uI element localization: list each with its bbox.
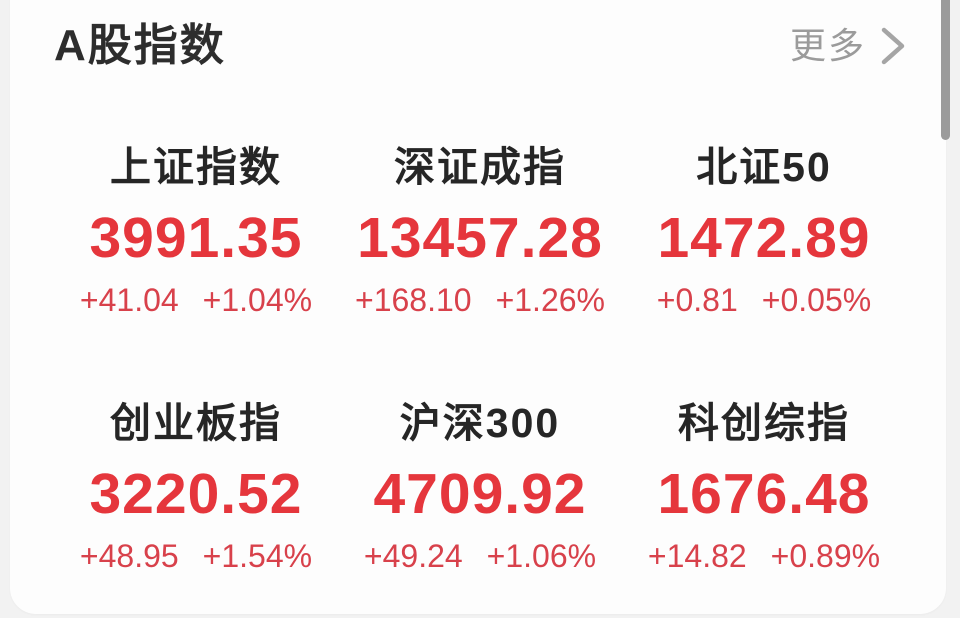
- index-grid: 上证指数 3991.35 +41.04 +1.04% 深证成指 13457.28…: [54, 142, 906, 574]
- index-change-row: +48.95 +1.54%: [54, 538, 338, 574]
- index-change-pct: +1.26%: [495, 282, 605, 318]
- index-card-shenzhen-component[interactable]: 深证成指 13457.28 +168.10 +1.26%: [338, 142, 622, 318]
- index-card-bse-50[interactable]: 北证50 1472.89 +0.81 +0.05%: [622, 142, 906, 318]
- index-change-row: +14.82 +0.89%: [622, 538, 906, 574]
- index-change: +168.10: [355, 282, 472, 318]
- page-title: A股指数: [54, 21, 226, 70]
- chevron-right-icon: [880, 26, 906, 66]
- panel-header: A股指数 更多: [54, 20, 906, 72]
- index-value: 13457.28: [357, 206, 603, 270]
- index-value: 1472.89: [657, 206, 871, 270]
- index-card-chinext[interactable]: 创业板指 3220.52 +48.95 +1.54%: [54, 398, 338, 574]
- indices-panel: A股指数 更多 上证指数 3991.35 +41.04 +1.04%: [10, 0, 946, 614]
- index-name: 创业板指: [110, 400, 282, 446]
- index-change: +41.04: [79, 282, 179, 318]
- more-link[interactable]: 更多: [790, 26, 906, 66]
- index-value: 3991.35: [89, 206, 303, 270]
- scrollbar-thumb[interactable]: [941, 0, 950, 140]
- index-name: 北证50: [696, 144, 832, 190]
- more-label: 更多: [789, 25, 866, 66]
- index-card-star-composite[interactable]: 科创综指 1676.48 +14.82 +0.89%: [622, 398, 906, 574]
- index-change-row: +168.10 +1.26%: [338, 282, 622, 318]
- index-change-pct: +1.06%: [486, 538, 597, 574]
- index-change: +48.95: [79, 538, 179, 574]
- index-value: 1676.48: [657, 462, 871, 526]
- index-change-pct: +0.05%: [761, 282, 872, 318]
- index-card-shanghai-composite[interactable]: 上证指数 3991.35 +41.04 +1.04%: [54, 142, 338, 318]
- index-change-row: +49.24 +1.06%: [338, 538, 622, 574]
- index-change: +0.81: [656, 282, 738, 318]
- index-change: +14.82: [647, 538, 747, 574]
- index-name: 上证指数: [110, 144, 282, 190]
- index-change-pct: +1.54%: [202, 538, 313, 574]
- index-value: 4709.92: [373, 462, 587, 526]
- index-change-row: +0.81 +0.05%: [622, 282, 906, 318]
- index-card-csi-300[interactable]: 沪深300 4709.92 +49.24 +1.06%: [338, 398, 622, 574]
- index-name: 深证成指: [394, 144, 566, 190]
- index-change-row: +41.04 +1.04%: [54, 282, 338, 318]
- index-value: 3220.52: [89, 462, 303, 526]
- index-change-pct: +1.04%: [202, 282, 313, 318]
- index-name: 科创综指: [678, 400, 850, 446]
- index-change-pct: +0.89%: [770, 538, 881, 574]
- index-name: 沪深300: [399, 400, 561, 446]
- index-change: +49.24: [363, 538, 463, 574]
